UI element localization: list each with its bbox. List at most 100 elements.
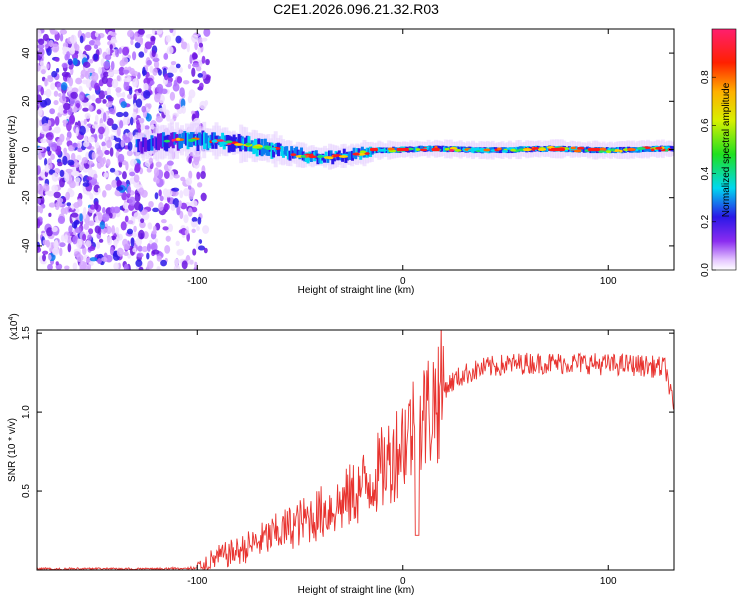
spectrogram-noise-blob <box>87 136 95 143</box>
spectrogram-noise-blob <box>138 187 145 196</box>
spectrogram-noise-blob <box>91 124 99 129</box>
spectrogram-noise-blob <box>130 70 139 77</box>
snr-multiplier-base: (x10 <box>9 320 20 340</box>
spectrogram-core <box>331 153 335 165</box>
spectrogram-peak <box>316 155 324 158</box>
spectrogram-core <box>350 150 354 161</box>
spectrogram-noise-blob <box>170 204 176 211</box>
spectrogram-noise-blob <box>175 240 180 247</box>
spectrogram-noise-blob <box>109 147 114 157</box>
spectrogram-peak <box>234 143 244 146</box>
spectrogram-noise-blob <box>163 171 170 179</box>
spectrogram-noise-blob <box>155 93 161 100</box>
spectrogram-noise-blob <box>75 126 79 137</box>
spectrogram-peak <box>598 147 606 151</box>
spectrogram-noise-blob <box>93 53 99 61</box>
spectrogram-core <box>148 138 152 151</box>
spectrogram-noise-blob <box>79 35 84 44</box>
spectrogram-noise-blob <box>116 111 124 118</box>
spectrogram-core <box>157 133 161 151</box>
spectrogram-peak <box>333 154 337 158</box>
snr-y-axis-label: SNR (10 * v/v) <box>7 418 18 482</box>
spectrogram-noise-blob <box>84 113 91 119</box>
spectrogram-noise-blob <box>146 243 151 252</box>
spectrogram-core <box>323 155 327 163</box>
snr-frame <box>36 329 675 571</box>
spectrogram-noise-blob <box>68 225 73 234</box>
spectrogram-noise-blob <box>87 160 94 165</box>
spectrogram-core <box>281 150 285 158</box>
spectrogram-y-tick-label: 0 <box>21 146 32 152</box>
spectrogram-noise-blob <box>62 119 68 125</box>
spectrogram-noise-blob <box>128 87 133 95</box>
spectrogram-noise-blob <box>37 198 42 204</box>
spectrogram-noise-blob <box>180 176 186 182</box>
spectrogram-peak <box>609 148 616 152</box>
spectrogram-noise-blob <box>104 149 110 156</box>
colorbar-ticks: 0.0 0.2 0.4 0.6 0.8 <box>700 70 716 277</box>
spectrogram-noise-blob <box>59 33 64 42</box>
spectrogram-noise-blob <box>203 29 211 37</box>
spectrogram-noise-blob <box>49 108 56 115</box>
spectrogram-noise-blob <box>150 242 158 252</box>
spectrogram-noise-blob <box>166 160 174 166</box>
spectrogram-noise-blob <box>87 67 95 73</box>
spectrogram-noise-blob <box>107 96 114 102</box>
spectrogram-core <box>369 146 373 158</box>
spectrogram-noise-blob <box>46 132 54 141</box>
spectrogram-noise-blob <box>183 187 190 197</box>
spectrogram-core <box>278 143 282 152</box>
spectrogram-noise-blob <box>44 163 50 173</box>
spectrogram-core <box>165 135 169 152</box>
spectrogram-noise-blob <box>171 187 180 192</box>
spectrogram-noise-blob <box>130 237 135 248</box>
spectrogram-core <box>137 139 141 153</box>
spectrogram-noise-blob <box>64 265 70 270</box>
spectrogram-noise-blob <box>197 73 203 78</box>
spectrogram-noise-blob <box>172 83 180 92</box>
spectrogram-core <box>252 142 256 155</box>
spectrogram-peak <box>352 152 360 156</box>
spectrogram-noise-blob <box>39 60 45 67</box>
spectrogram-noise-blob <box>151 230 157 235</box>
spectrogram-y-tick-label: -20 <box>21 190 32 205</box>
spectrogram-noise-blob <box>97 212 103 222</box>
spectrogram-noise-blob <box>102 71 110 78</box>
spectrogram-core <box>546 145 550 152</box>
spectrogram-noise-blob <box>58 242 66 248</box>
spectrogram-noise-blob <box>111 179 118 188</box>
spectrogram-noise-blob <box>180 202 188 210</box>
spectrogram-peak <box>655 146 663 150</box>
spectrogram-core <box>439 146 443 152</box>
spectrogram-noise-blob <box>105 254 113 263</box>
spectrogram-noise-blob <box>109 246 115 256</box>
spectrogram-noise-blob <box>96 109 102 115</box>
spectrogram-noise-blob <box>109 212 113 219</box>
spectrogram-noise-blob <box>73 106 78 113</box>
spectrogram-noise-blob <box>88 40 96 46</box>
spectrogram-core <box>349 151 353 160</box>
spectrogram-noise-blob <box>58 92 62 97</box>
spectrogram-noise-blob <box>134 41 141 49</box>
spectrogram-noise-blob <box>144 125 150 130</box>
spectrogram-noise-blob <box>146 252 150 260</box>
spectrogram-noise-blob <box>122 202 129 210</box>
spectrogram-core <box>355 148 359 156</box>
spectrogram-noise-blob <box>64 172 70 183</box>
spectrogram-noise-blob <box>65 137 71 142</box>
spectrogram-noise-blob <box>62 155 68 166</box>
spectrogram-core <box>147 139 151 152</box>
spectrogram-core <box>280 145 284 156</box>
spectrogram-core <box>459 146 463 152</box>
spectrogram-noise-blob <box>42 239 48 246</box>
spectrogram-noise-blob <box>200 171 206 179</box>
spectrogram-peak <box>444 147 450 151</box>
spectrogram-noise-blob <box>115 226 120 235</box>
spectrogram-noise-blob <box>55 261 59 266</box>
colorbar-tick-label: 0.4 <box>700 166 711 180</box>
spectrogram-noise-blob <box>94 133 98 143</box>
spectrogram-noise-blob <box>162 103 167 114</box>
spectrogram-noise-blob <box>146 59 152 66</box>
spectrogram-peak <box>338 155 349 158</box>
spectrogram-noise-blob <box>39 206 44 214</box>
